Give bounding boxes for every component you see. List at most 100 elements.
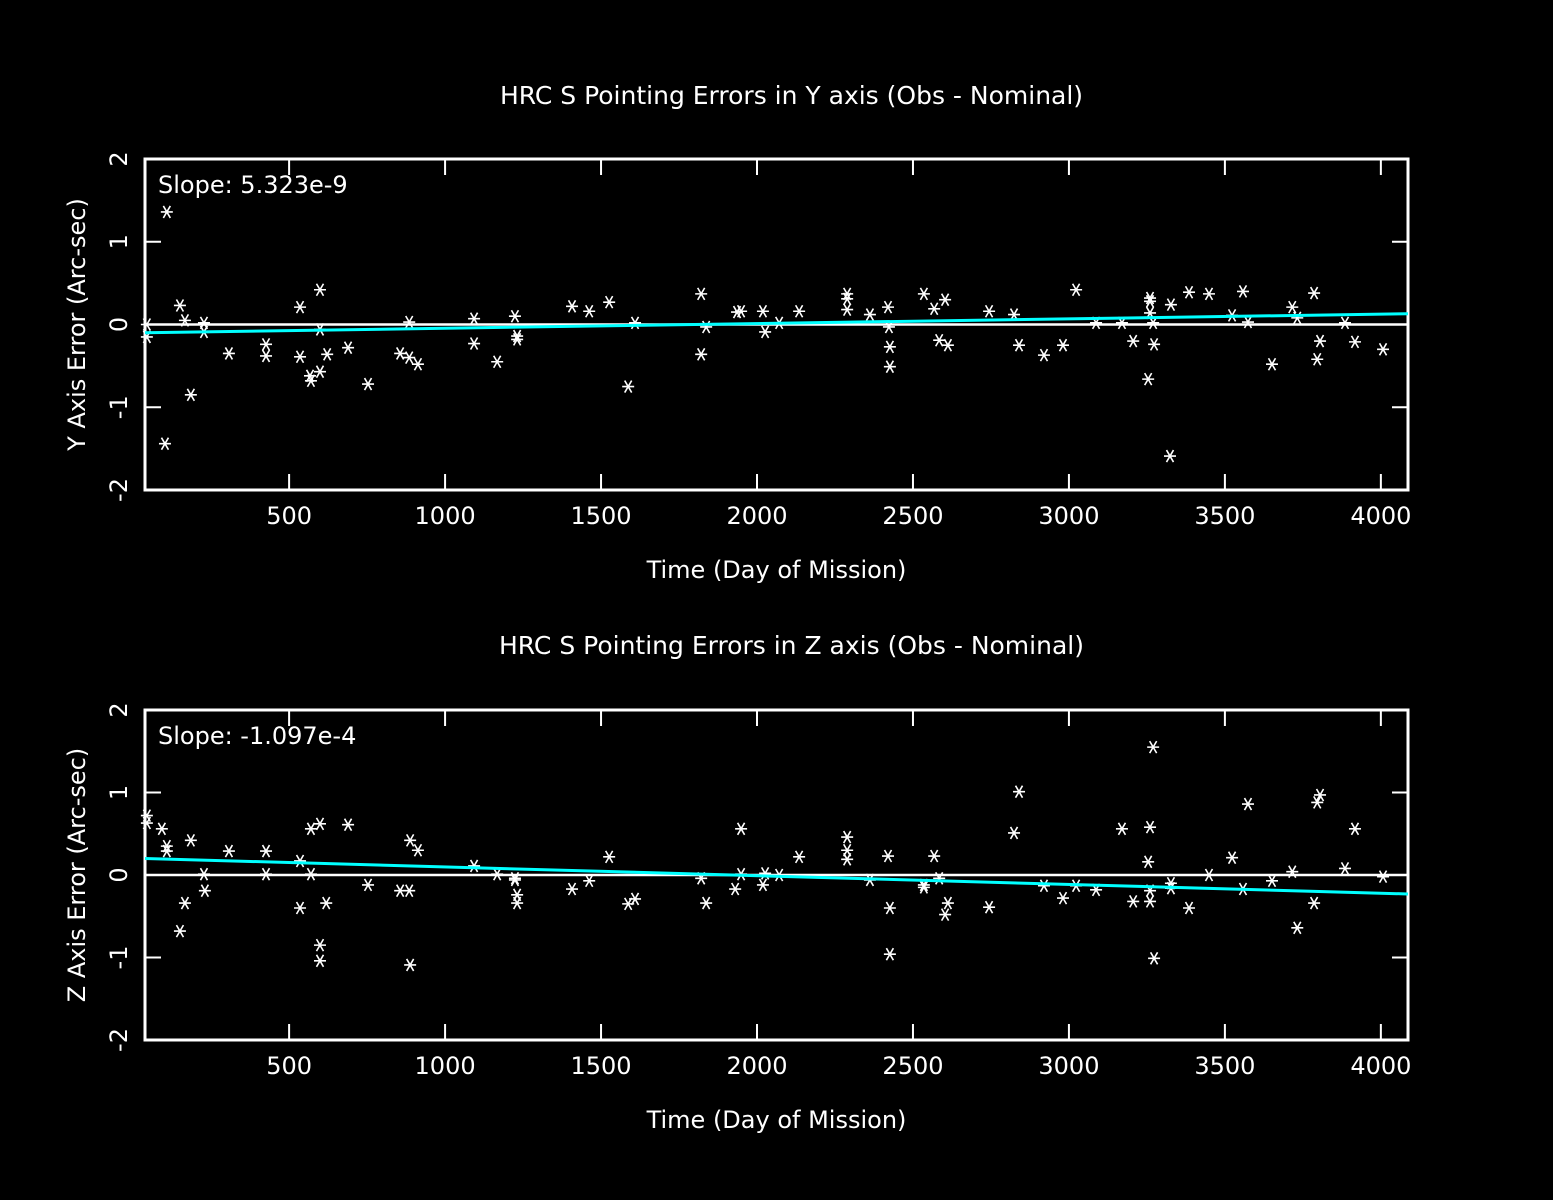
y-tick-label: 1: [105, 234, 133, 249]
data-point: [260, 349, 273, 363]
data-point: [1057, 891, 1070, 905]
x-tick-label: 2000: [726, 1052, 787, 1080]
data-point: [260, 844, 273, 858]
data-point: [1202, 287, 1215, 301]
data-point: [140, 318, 153, 331]
data-point: [1291, 311, 1304, 325]
x-tick-label: 2500: [882, 502, 943, 530]
data-point: [508, 871, 521, 885]
data-point: [1266, 874, 1278, 888]
data-point: [695, 287, 708, 301]
x-tick-label: 3500: [1194, 1052, 1255, 1080]
data-point: [841, 852, 854, 866]
data-point: [511, 896, 524, 910]
data-point: [983, 304, 996, 318]
x-tick-label: 3000: [1038, 502, 1099, 530]
data-point: [158, 437, 171, 451]
data-point: [404, 958, 417, 972]
y-tick-label: 0: [105, 867, 133, 882]
data-point: [1226, 851, 1239, 865]
data-point: [313, 283, 326, 297]
data-point: [222, 844, 235, 858]
data-point: [603, 850, 616, 864]
data-point: [160, 839, 173, 853]
data-point: [1377, 342, 1390, 356]
data-point: [222, 347, 235, 360]
data-point: [511, 332, 524, 346]
x-tick-label: 2500: [882, 1052, 943, 1080]
data-point: [583, 304, 596, 318]
data-point: [313, 365, 326, 379]
data-point: [983, 900, 996, 914]
x-axis-label: Time (Day of Mission): [646, 1106, 907, 1134]
data-point: [1266, 357, 1278, 371]
data-point: [197, 867, 210, 881]
data-point: [304, 822, 317, 836]
y-tick-label: 1: [105, 785, 133, 800]
data-point: [304, 374, 317, 388]
data-point: [1286, 300, 1299, 314]
data-point: [729, 882, 742, 896]
data-point: [1013, 338, 1026, 352]
fit-line: [144, 312, 1409, 335]
data-point: [566, 299, 579, 313]
data-point: [294, 901, 307, 915]
data-point: [1037, 348, 1050, 362]
data-point: [882, 849, 895, 863]
y-tick-label: -1: [105, 946, 133, 970]
data-point: [1291, 921, 1304, 935]
x-tick-label: 500: [266, 502, 312, 530]
x-tick-label: 4000: [1350, 502, 1411, 530]
data-point: [294, 854, 307, 868]
data-point: [468, 312, 481, 326]
data-point: [294, 350, 307, 364]
data-point: [603, 295, 616, 309]
data-point: [468, 337, 481, 350]
data-point: [511, 888, 524, 902]
data-point: [1013, 785, 1026, 799]
data-point: [1147, 740, 1160, 754]
data-point: [1314, 788, 1327, 802]
data-point: [1377, 870, 1390, 884]
data-point: [403, 351, 416, 365]
data-point: [362, 377, 375, 391]
data-point: [304, 867, 317, 881]
x-tick-label: 2000: [726, 502, 787, 530]
x-tick-label: 4000: [1350, 1052, 1411, 1080]
data-point: [622, 380, 635, 393]
data-point: [160, 844, 173, 858]
data-point: [342, 341, 355, 355]
x-tick-label: 1500: [571, 1052, 632, 1080]
data-point: [883, 340, 896, 354]
data-point: [1008, 826, 1021, 840]
x-tick-label: 3000: [1038, 1052, 1099, 1080]
data-point: [1070, 283, 1083, 297]
data-point: [928, 302, 941, 316]
data-point: [1148, 951, 1161, 965]
data-point: [1115, 822, 1128, 836]
data-point: [1127, 334, 1140, 348]
data-point: [759, 866, 772, 880]
data-point: [841, 303, 854, 317]
data-point: [700, 896, 713, 910]
data-point: [394, 347, 407, 360]
data-point: [1241, 797, 1254, 811]
data-point: [629, 892, 642, 906]
slope-annotation: Slope: 5.323e-9: [158, 171, 348, 199]
data-point: [1202, 868, 1215, 882]
data-point: [491, 867, 504, 881]
data-point: [294, 300, 307, 314]
data-point: [1037, 879, 1050, 893]
data-point: [939, 908, 952, 922]
x-tick-label: 1000: [415, 1052, 476, 1080]
data-point: [184, 833, 197, 847]
data-point: [1127, 894, 1140, 908]
data-point: [178, 896, 191, 910]
data-point: [140, 809, 153, 823]
data-point: [1311, 352, 1324, 366]
x-tick-label: 1000: [415, 502, 476, 530]
data-point: [1148, 337, 1161, 351]
data-point: [1314, 334, 1327, 348]
data-point: [883, 947, 896, 961]
